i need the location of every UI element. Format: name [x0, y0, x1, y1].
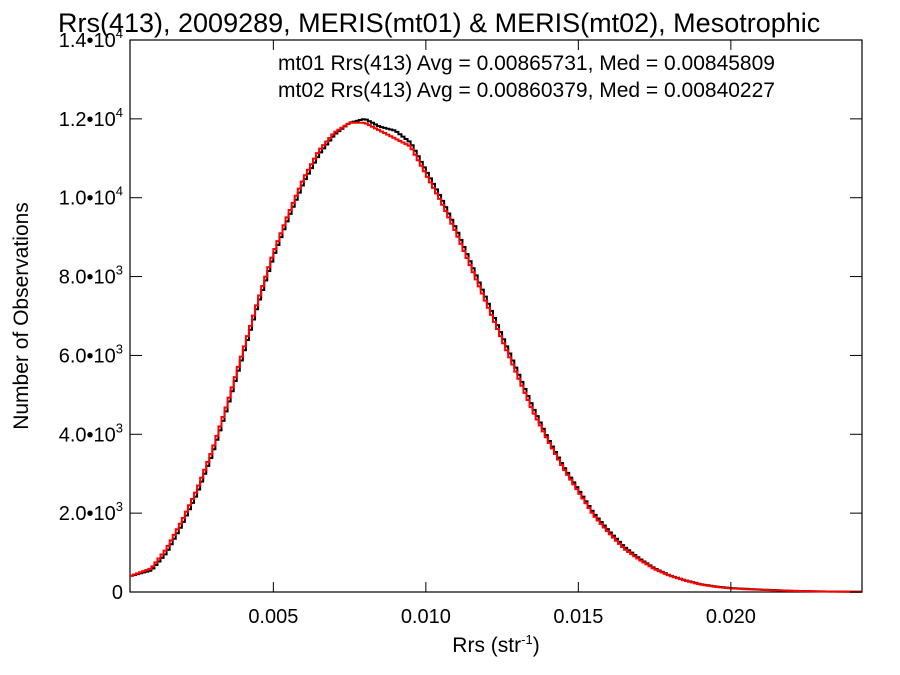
y-tick-label-mantissa: 0	[112, 582, 123, 604]
x-tick-label: 0.005	[248, 606, 298, 628]
x-axis-title-end: )	[533, 634, 540, 657]
y-tick-label: 6.0•103	[59, 341, 123, 367]
y-axis-title: Number of Observations	[10, 202, 33, 430]
y-tick-label-mantissa: 1.4•10	[59, 30, 116, 52]
y-tick-label: 0	[112, 582, 123, 604]
series-mt02-line	[130, 121, 862, 593]
y-tick-label: 8.0•103	[59, 263, 123, 289]
x-axis-title-main: Rrs (str	[452, 634, 521, 657]
chart-title: Rrs(413), 2009289, MERIS(mt01) & MERIS(m…	[58, 8, 820, 38]
x-axis-title: Rrs (str-1)	[452, 632, 539, 657]
x-tick-label: 0.010	[401, 606, 451, 628]
x-axis-title-sup: -1	[521, 632, 533, 647]
y-tick-label-exponent: 3	[116, 499, 123, 514]
x-axis-ticks: 0.005 0.010 0.015 0.020	[248, 40, 756, 628]
y-tick-label-exponent: 4	[116, 105, 123, 120]
y-tick-label-exponent: 3	[116, 420, 123, 435]
y-tick-label: 1.2•104	[59, 105, 123, 131]
x-tick-label: 0.020	[706, 606, 756, 628]
y-tick-label: 4.0•103	[59, 420, 123, 446]
y-tick-label-mantissa: 8.0•10	[59, 267, 116, 289]
y-axis-ticks: 02.0•1034.0•1036.0•1038.0•1031.0•1041.2•…	[59, 26, 862, 604]
series-mt01-line	[130, 118, 862, 593]
y-tick-label-exponent: 3	[116, 341, 123, 356]
y-tick-label-mantissa: 6.0•10	[59, 345, 116, 367]
y-tick-label: 1.0•104	[59, 184, 123, 210]
y-tick-label: 2.0•103	[59, 499, 123, 525]
x-tick-label: 0.015	[553, 606, 603, 628]
y-tick-label-exponent: 4	[116, 26, 123, 41]
y-tick-label: 1.4•104	[59, 26, 123, 52]
legend-entry-mt01: mt01 Rrs(413) Avg = 0.00865731, Med = 0.…	[278, 52, 775, 75]
plot-frame	[129, 39, 863, 593]
legend-entry-mt02: mt02 Rrs(413) Avg = 0.00860379, Med = 0.…	[278, 79, 775, 102]
y-tick-label-exponent: 4	[116, 184, 123, 199]
y-tick-label-mantissa: 1.0•10	[59, 188, 116, 210]
y-tick-label-mantissa: 4.0•10	[59, 424, 116, 446]
y-tick-label-exponent: 3	[116, 263, 123, 278]
y-tick-label-mantissa: 2.0•10	[59, 503, 116, 525]
y-tick-label-mantissa: 1.2•10	[59, 109, 116, 131]
series-layer	[130, 118, 862, 593]
